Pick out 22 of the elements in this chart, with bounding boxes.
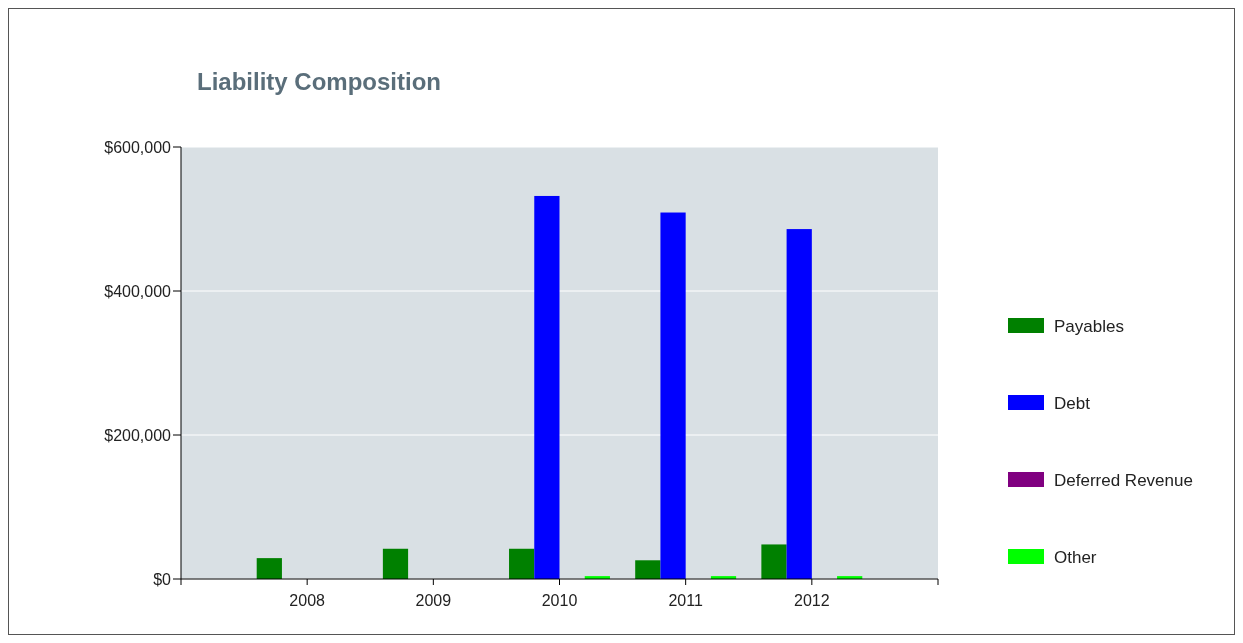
legend-label: Other: [1054, 547, 1097, 567]
bar: [509, 548, 535, 579]
y-tick-label: $400,000: [104, 282, 172, 300]
x-tick-label: 2012: [794, 592, 830, 609]
bar: [761, 544, 787, 579]
x-tick-label: 2010: [541, 592, 578, 609]
chart-title: Liability Composition: [197, 68, 441, 95]
y-tick-label: $600,000: [104, 138, 172, 156]
bar: [534, 195, 560, 579]
legend-label: Payables: [1054, 316, 1124, 336]
bar: [382, 548, 409, 579]
legend-label: Debt: [1054, 393, 1091, 413]
y-tick-label: $200,000: [104, 426, 172, 444]
x-tick-label: 2008: [289, 592, 326, 609]
x-tick-label: 2011: [668, 592, 703, 609]
x-tick-label: 2009: [415, 592, 452, 609]
legend-label: Deferred Revenue: [1054, 470, 1193, 490]
y-tick-label: $0: [153, 570, 172, 588]
bar: [660, 212, 686, 579]
bar: [635, 560, 661, 579]
bar: [786, 229, 812, 579]
bar: [256, 558, 282, 579]
